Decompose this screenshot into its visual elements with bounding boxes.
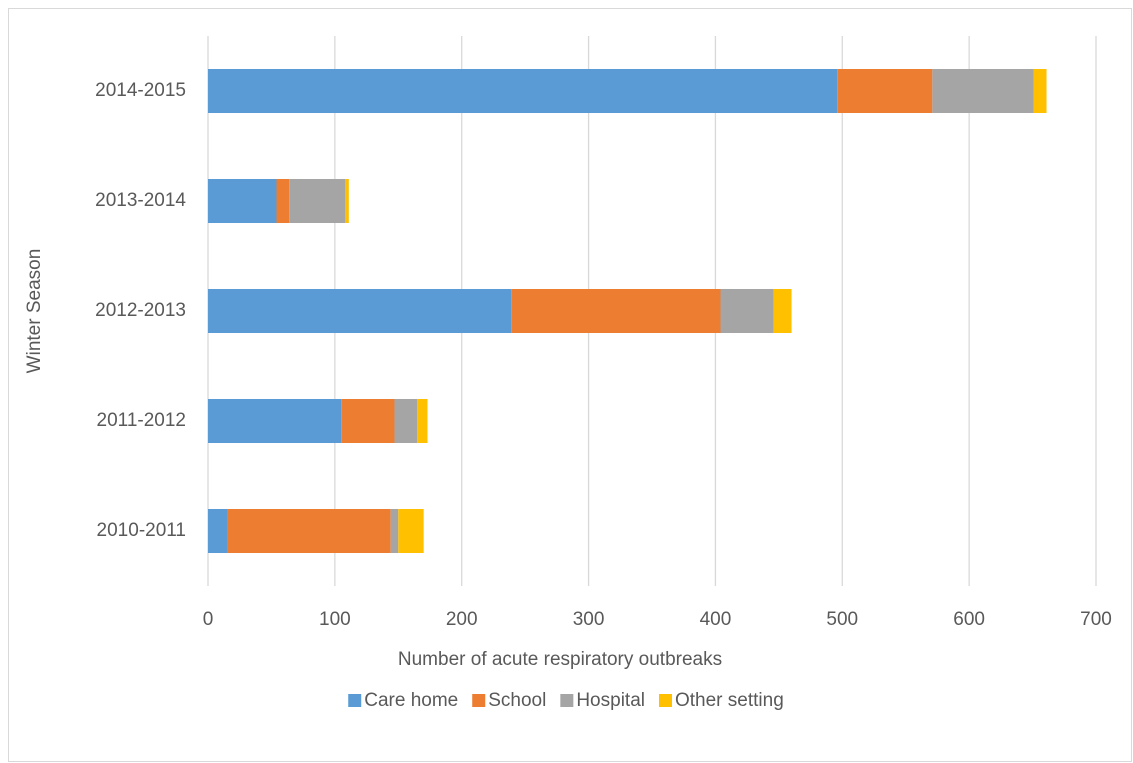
bar-segment bbox=[276, 179, 290, 223]
bar-segment bbox=[773, 289, 792, 333]
y-tick-label: 2012-2013 bbox=[95, 300, 186, 321]
bar-segment bbox=[341, 399, 395, 443]
legend-swatch bbox=[348, 694, 362, 707]
bar-segment bbox=[208, 399, 342, 443]
legend-swatch bbox=[658, 694, 672, 707]
legend: Care home School Hospital Other setting bbox=[348, 690, 784, 711]
bar-segment bbox=[208, 179, 277, 223]
x-tick-label: 100 bbox=[319, 609, 351, 630]
x-tick-label: 400 bbox=[700, 609, 732, 630]
bar-segment bbox=[398, 509, 424, 553]
bar-segment bbox=[511, 289, 721, 333]
x-tick-label: 300 bbox=[573, 609, 605, 630]
x-axis-title: Number of acute respiratory outbreaks bbox=[398, 649, 722, 670]
x-tick-label: 600 bbox=[953, 609, 985, 630]
y-axis-title: Winter Season bbox=[24, 249, 45, 374]
legend-swatch bbox=[560, 694, 574, 707]
bar-segment bbox=[289, 179, 346, 223]
bar-segment bbox=[394, 399, 418, 443]
bar-segment bbox=[208, 69, 838, 113]
bar-segment bbox=[208, 289, 512, 333]
chart-frame bbox=[8, 8, 1132, 762]
bar-segment bbox=[720, 289, 774, 333]
bar-segment bbox=[227, 509, 391, 553]
bar-segment bbox=[837, 69, 933, 113]
legend-label: School bbox=[488, 690, 546, 711]
bar-segment bbox=[390, 509, 399, 553]
x-tick-label: 700 bbox=[1080, 609, 1112, 630]
bar-segment bbox=[345, 179, 349, 223]
y-tick-label: 2010-2011 bbox=[97, 520, 186, 541]
x-tick-label: 500 bbox=[826, 609, 858, 630]
legend-swatch bbox=[472, 694, 486, 707]
legend-label: Care home bbox=[364, 690, 458, 711]
x-tick-label: 200 bbox=[446, 609, 478, 630]
legend-label: Hospital bbox=[576, 690, 645, 711]
bar-segment bbox=[208, 509, 228, 553]
bar-segment bbox=[932, 69, 1034, 113]
bar-segment bbox=[417, 399, 428, 443]
y-tick-label: 2013-2014 bbox=[95, 190, 186, 211]
x-tick-label: 0 bbox=[203, 609, 214, 630]
y-tick-label: 2014-2015 bbox=[95, 80, 186, 101]
y-tick-label: 2011-2012 bbox=[97, 410, 186, 431]
legend-label: Other setting bbox=[675, 690, 784, 711]
bar-segment bbox=[1033, 69, 1047, 113]
